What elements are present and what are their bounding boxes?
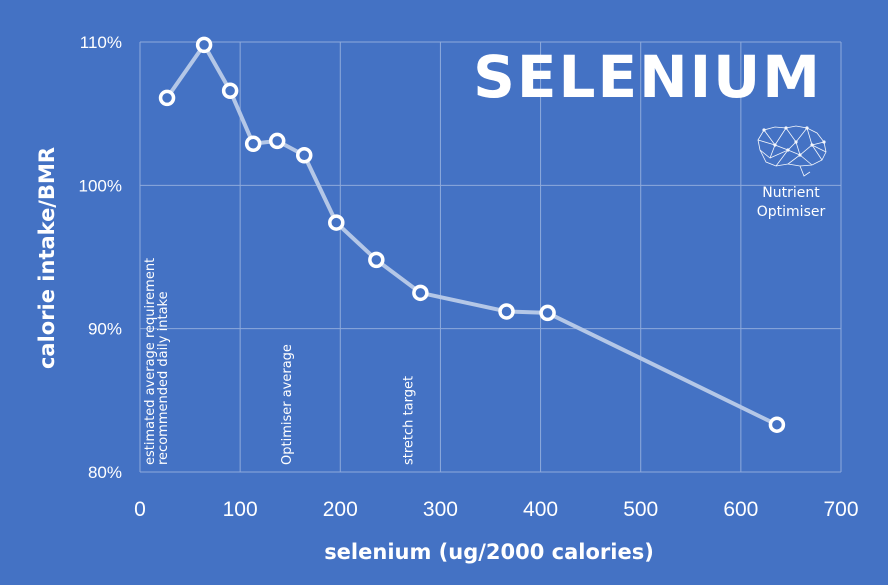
data-point — [268, 132, 286, 150]
y-tick-label: 100% — [79, 176, 122, 195]
x-tick-label: 500 — [623, 498, 658, 521]
y-tick-label: 80% — [88, 463, 122, 482]
grid-lines — [139, 41, 842, 473]
y-axis-title: calorie intake/BMR — [35, 147, 59, 369]
x-axis-title: selenium (ug/2000 calories) — [324, 540, 654, 564]
x-tick-label: 400 — [523, 498, 558, 521]
data-point — [539, 304, 556, 322]
annotation-label: recommended daily intake — [156, 291, 171, 465]
data-point — [244, 135, 262, 153]
x-tick-label: 600 — [723, 498, 758, 521]
x-tick-label: 200 — [323, 498, 358, 521]
x-tick-label: 700 — [823, 498, 858, 521]
data-point — [158, 89, 176, 107]
brain-icon — [757, 125, 827, 177]
data-point — [195, 36, 213, 54]
y-tick-label: 110% — [80, 33, 122, 52]
logo-text-line1: Nutrient — [762, 185, 820, 201]
x-tick-label: 100 — [223, 498, 258, 521]
logo: Nutrient Optimiser — [757, 125, 827, 220]
chart-title: SELENIUM — [473, 43, 822, 111]
data-point — [368, 251, 385, 269]
data-point — [768, 416, 786, 433]
data-point — [412, 284, 429, 302]
data-point — [498, 303, 515, 320]
x-tick-labels: 0 100 200 300 400 500 600 700 — [134, 498, 858, 521]
annotations: estimated average requirementrecommended… — [143, 258, 416, 465]
annotation-label: stretch target — [401, 376, 416, 465]
data-point — [221, 82, 239, 99]
logo-text-line2: Optimiser — [757, 204, 826, 220]
data-point — [295, 146, 313, 164]
series-layer — [158, 36, 786, 433]
y-tick-label: 90% — [88, 320, 122, 339]
y-tick-labels: 80% 90% 100% 110% — [79, 33, 122, 482]
annotation-label: estimated average requirement — [143, 258, 158, 465]
data-point — [328, 214, 345, 231]
x-tick-label: 300 — [423, 498, 458, 521]
x-tick-label: 0 — [134, 498, 146, 521]
annotation-label: Optimiser average — [280, 344, 295, 465]
